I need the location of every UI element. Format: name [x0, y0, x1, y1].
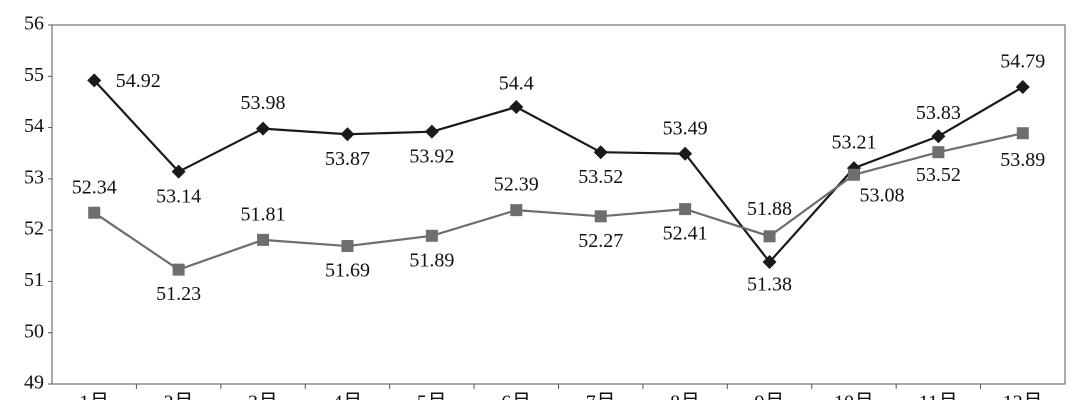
- x-tick-label: 12月: [1003, 392, 1043, 400]
- y-tick-label: 50: [24, 320, 44, 342]
- x-tick-label: 7月: [586, 392, 616, 400]
- point-marker: [594, 210, 607, 223]
- y-tick-label: 49: [24, 372, 44, 394]
- point-marker: [1015, 80, 1030, 95]
- x-tick-label: 6月: [501, 392, 531, 400]
- y-tick-label: 53: [24, 166, 44, 188]
- data-label: 51.81: [241, 203, 286, 225]
- x-tick-label: 8月: [670, 392, 700, 400]
- series-line: [93, 132, 1024, 271]
- point-marker: [257, 233, 270, 246]
- point-marker: [341, 240, 354, 253]
- data-label: 52.41: [663, 223, 708, 245]
- y-tick-label: 54: [24, 115, 44, 137]
- data-label: 53.14: [156, 185, 201, 207]
- data-label: 52.34: [72, 176, 117, 198]
- x-tick-label: 10月: [834, 392, 874, 400]
- point-marker: [762, 254, 777, 269]
- data-label: 53.52: [578, 166, 623, 188]
- data-label: 53.52: [916, 164, 961, 186]
- data-label: 51.38: [747, 274, 792, 296]
- data-label: 52.39: [494, 174, 539, 196]
- point-marker: [593, 145, 608, 160]
- point-marker: [678, 146, 693, 161]
- y-tick-label: 52: [24, 218, 44, 240]
- y-tick-label: 56: [24, 13, 44, 35]
- point-marker: [510, 204, 523, 217]
- point-marker: [256, 121, 271, 136]
- point-marker: [425, 229, 438, 242]
- data-label: 51.89: [409, 249, 454, 271]
- x-tick-label: 1月: [79, 392, 109, 400]
- y-tick-label: 51: [24, 269, 44, 291]
- data-label: 53.87: [325, 148, 370, 170]
- point-marker: [88, 206, 101, 219]
- point-marker: [763, 230, 776, 243]
- series-line: [93, 79, 1024, 264]
- point-marker: [424, 124, 439, 139]
- data-label: 51.88: [747, 198, 792, 220]
- data-label: 52.27: [578, 230, 623, 252]
- data-label: 54.4: [499, 73, 534, 95]
- data-label: 53.89: [1000, 149, 1045, 171]
- data-label: 53.21: [831, 132, 876, 154]
- data-label: 53.08: [859, 184, 904, 206]
- point-marker: [847, 168, 860, 181]
- data-label: 53.49: [663, 117, 708, 139]
- data-label: 54.92: [116, 70, 161, 92]
- x-tick-label: 4月: [332, 392, 362, 400]
- plot-frame: [51, 24, 1066, 385]
- y-tick-label: 55: [24, 64, 44, 86]
- point-marker: [172, 263, 185, 276]
- data-label: 54.79: [1000, 51, 1045, 73]
- data-label: 53.92: [409, 145, 454, 167]
- point-marker: [340, 127, 355, 142]
- point-marker: [932, 146, 945, 159]
- x-tick-label: 2月: [164, 392, 194, 400]
- point-marker: [171, 164, 186, 179]
- data-label: 51.23: [156, 283, 201, 305]
- point-marker: [679, 203, 692, 216]
- x-tick-label: 5月: [417, 392, 447, 400]
- point-marker: [1016, 127, 1029, 140]
- point-marker: [509, 100, 524, 115]
- point-marker: [87, 73, 102, 88]
- data-label: 51.69: [325, 260, 370, 282]
- x-tick-label: 9月: [755, 392, 785, 400]
- data-label: 53.83: [916, 102, 961, 124]
- data-label: 53.98: [241, 92, 286, 114]
- point-marker: [931, 129, 946, 144]
- x-tick-label: 11月: [919, 392, 958, 400]
- x-tick-label: 3月: [248, 392, 278, 400]
